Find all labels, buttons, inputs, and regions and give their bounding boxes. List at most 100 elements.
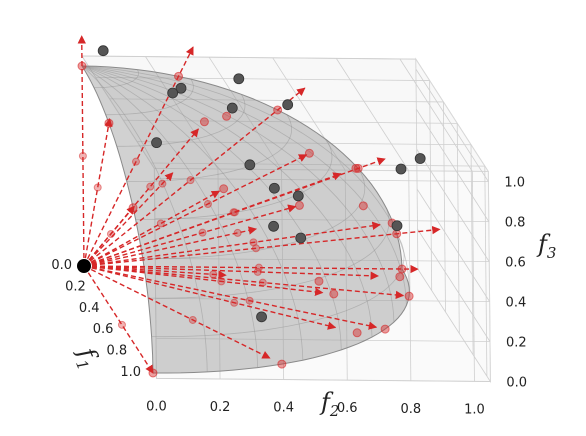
data-point bbox=[151, 137, 162, 149]
grid-line bbox=[153, 168, 157, 379]
reference-vector bbox=[83, 87, 306, 267]
reference-vector bbox=[83, 265, 405, 300]
f1-tick-label: 1.0 bbox=[120, 365, 141, 380]
vector-mid-marker bbox=[249, 238, 258, 247]
vector-surface-marker bbox=[174, 71, 184, 81]
origin-point bbox=[77, 259, 91, 273]
grid-line bbox=[123, 119, 458, 124]
grid-line bbox=[416, 188, 490, 302]
vector-mid-marker bbox=[230, 298, 239, 307]
vector-surface-marker bbox=[304, 148, 314, 158]
data-point bbox=[268, 220, 279, 232]
f1-tick-label: 0.0 bbox=[51, 258, 72, 273]
reference-vector bbox=[83, 225, 441, 267]
reference-vector bbox=[83, 265, 337, 330]
grid-line bbox=[150, 162, 485, 167]
tick-labels: 0.0 0.2 0.4 0.6 0.8 1.0 0.0 0.2 0.4 0.6 0.8 1.0 0.0 0… bbox=[51, 176, 527, 418]
grid-line bbox=[154, 217, 489, 222]
surface-meridian bbox=[81, 65, 407, 306]
data-point bbox=[167, 87, 179, 99]
data-point bbox=[414, 153, 426, 164]
grid-lines bbox=[81, 55, 491, 382]
reference-vector bbox=[83, 172, 174, 267]
f2-tick-label: 0.4 bbox=[273, 401, 294, 416]
grid-line bbox=[272, 57, 346, 171]
grid-line bbox=[156, 337, 490, 342]
grid-line bbox=[281, 169, 285, 380]
data-point bbox=[256, 311, 267, 323]
grid-line bbox=[456, 123, 460, 334]
vector-surface-marker bbox=[395, 272, 405, 282]
reference-vector bbox=[83, 190, 221, 267]
grid-line bbox=[344, 170, 348, 381]
vector-surface-marker bbox=[353, 163, 363, 173]
data-point bbox=[233, 73, 245, 85]
surface-parallel bbox=[142, 168, 366, 260]
data-point bbox=[175, 82, 187, 94]
reference-vector bbox=[77, 35, 86, 267]
f3-tick-label: 0.0 bbox=[506, 376, 527, 391]
data-point bbox=[395, 163, 407, 175]
surface-meridian bbox=[81, 65, 258, 368]
reference-vector bbox=[83, 265, 324, 297]
vector-mid-marker bbox=[93, 183, 102, 192]
reference-vector bbox=[83, 265, 378, 330]
data-point bbox=[292, 190, 304, 202]
grid-line bbox=[443, 101, 446, 312]
reference-vector bbox=[83, 46, 194, 267]
reference-vector bbox=[83, 226, 258, 267]
reference-vector bbox=[83, 154, 308, 267]
vector-surface-marker bbox=[273, 105, 283, 115]
grid-line bbox=[416, 148, 490, 262]
grid-line bbox=[81, 55, 416, 60]
f2-tick-label: 0.0 bbox=[146, 399, 167, 414]
vector-mid-marker bbox=[158, 179, 167, 188]
axis-label-f1: f1 bbox=[68, 342, 105, 373]
vector-surface-marker bbox=[148, 368, 158, 378]
vector-mid-marker bbox=[258, 278, 267, 287]
f2-tick-label: 0.6 bbox=[337, 401, 358, 416]
surface-meridian bbox=[81, 65, 342, 350]
vector-mid-marker bbox=[188, 315, 197, 324]
vector-surface-marker bbox=[294, 200, 304, 210]
vector-surface-marker bbox=[277, 359, 287, 369]
f2-tick-label: 0.2 bbox=[210, 400, 231, 415]
vector-surface-marker bbox=[222, 111, 232, 121]
f1-tick-label: 0.6 bbox=[93, 322, 114, 337]
surface-parallel bbox=[151, 233, 405, 338]
grid-line bbox=[145, 56, 219, 170]
vector-mid-marker bbox=[203, 200, 212, 209]
grid-line bbox=[155, 257, 490, 262]
f3-tick-label: 1.0 bbox=[504, 176, 525, 191]
reference-vector bbox=[83, 265, 379, 280]
grid-line bbox=[154, 177, 489, 182]
data-point bbox=[226, 102, 238, 114]
surface-patch bbox=[81, 65, 410, 374]
grid-line bbox=[156, 377, 491, 382]
data-point bbox=[295, 232, 307, 244]
grid-line bbox=[137, 141, 472, 146]
grid-line bbox=[208, 56, 282, 170]
vector-mid-marker bbox=[233, 228, 242, 237]
grid-line bbox=[399, 58, 473, 172]
data-point bbox=[244, 159, 256, 171]
reference-vector bbox=[83, 117, 113, 267]
surface-meridian bbox=[81, 65, 304, 361]
reference-vectors bbox=[77, 35, 441, 378]
f3-tick-label: 0.8 bbox=[505, 216, 526, 231]
vector-mid-marker bbox=[117, 320, 126, 329]
data-points bbox=[77, 45, 426, 323]
grid-line bbox=[415, 68, 489, 182]
vector-mid-marker bbox=[253, 267, 262, 276]
data-point bbox=[282, 99, 294, 111]
vector-surface-marker bbox=[314, 276, 324, 286]
pareto-front-surface bbox=[81, 65, 410, 374]
vector-mid-marker bbox=[217, 277, 226, 286]
grid-line bbox=[415, 59, 419, 270]
grid-line bbox=[484, 166, 488, 377]
vector-surface-marker bbox=[352, 328, 362, 338]
grid-line bbox=[109, 98, 444, 103]
f1-tick-label: 0.2 bbox=[65, 279, 86, 294]
vector-surface-marker bbox=[199, 117, 209, 127]
surface-meridian bbox=[81, 65, 373, 338]
